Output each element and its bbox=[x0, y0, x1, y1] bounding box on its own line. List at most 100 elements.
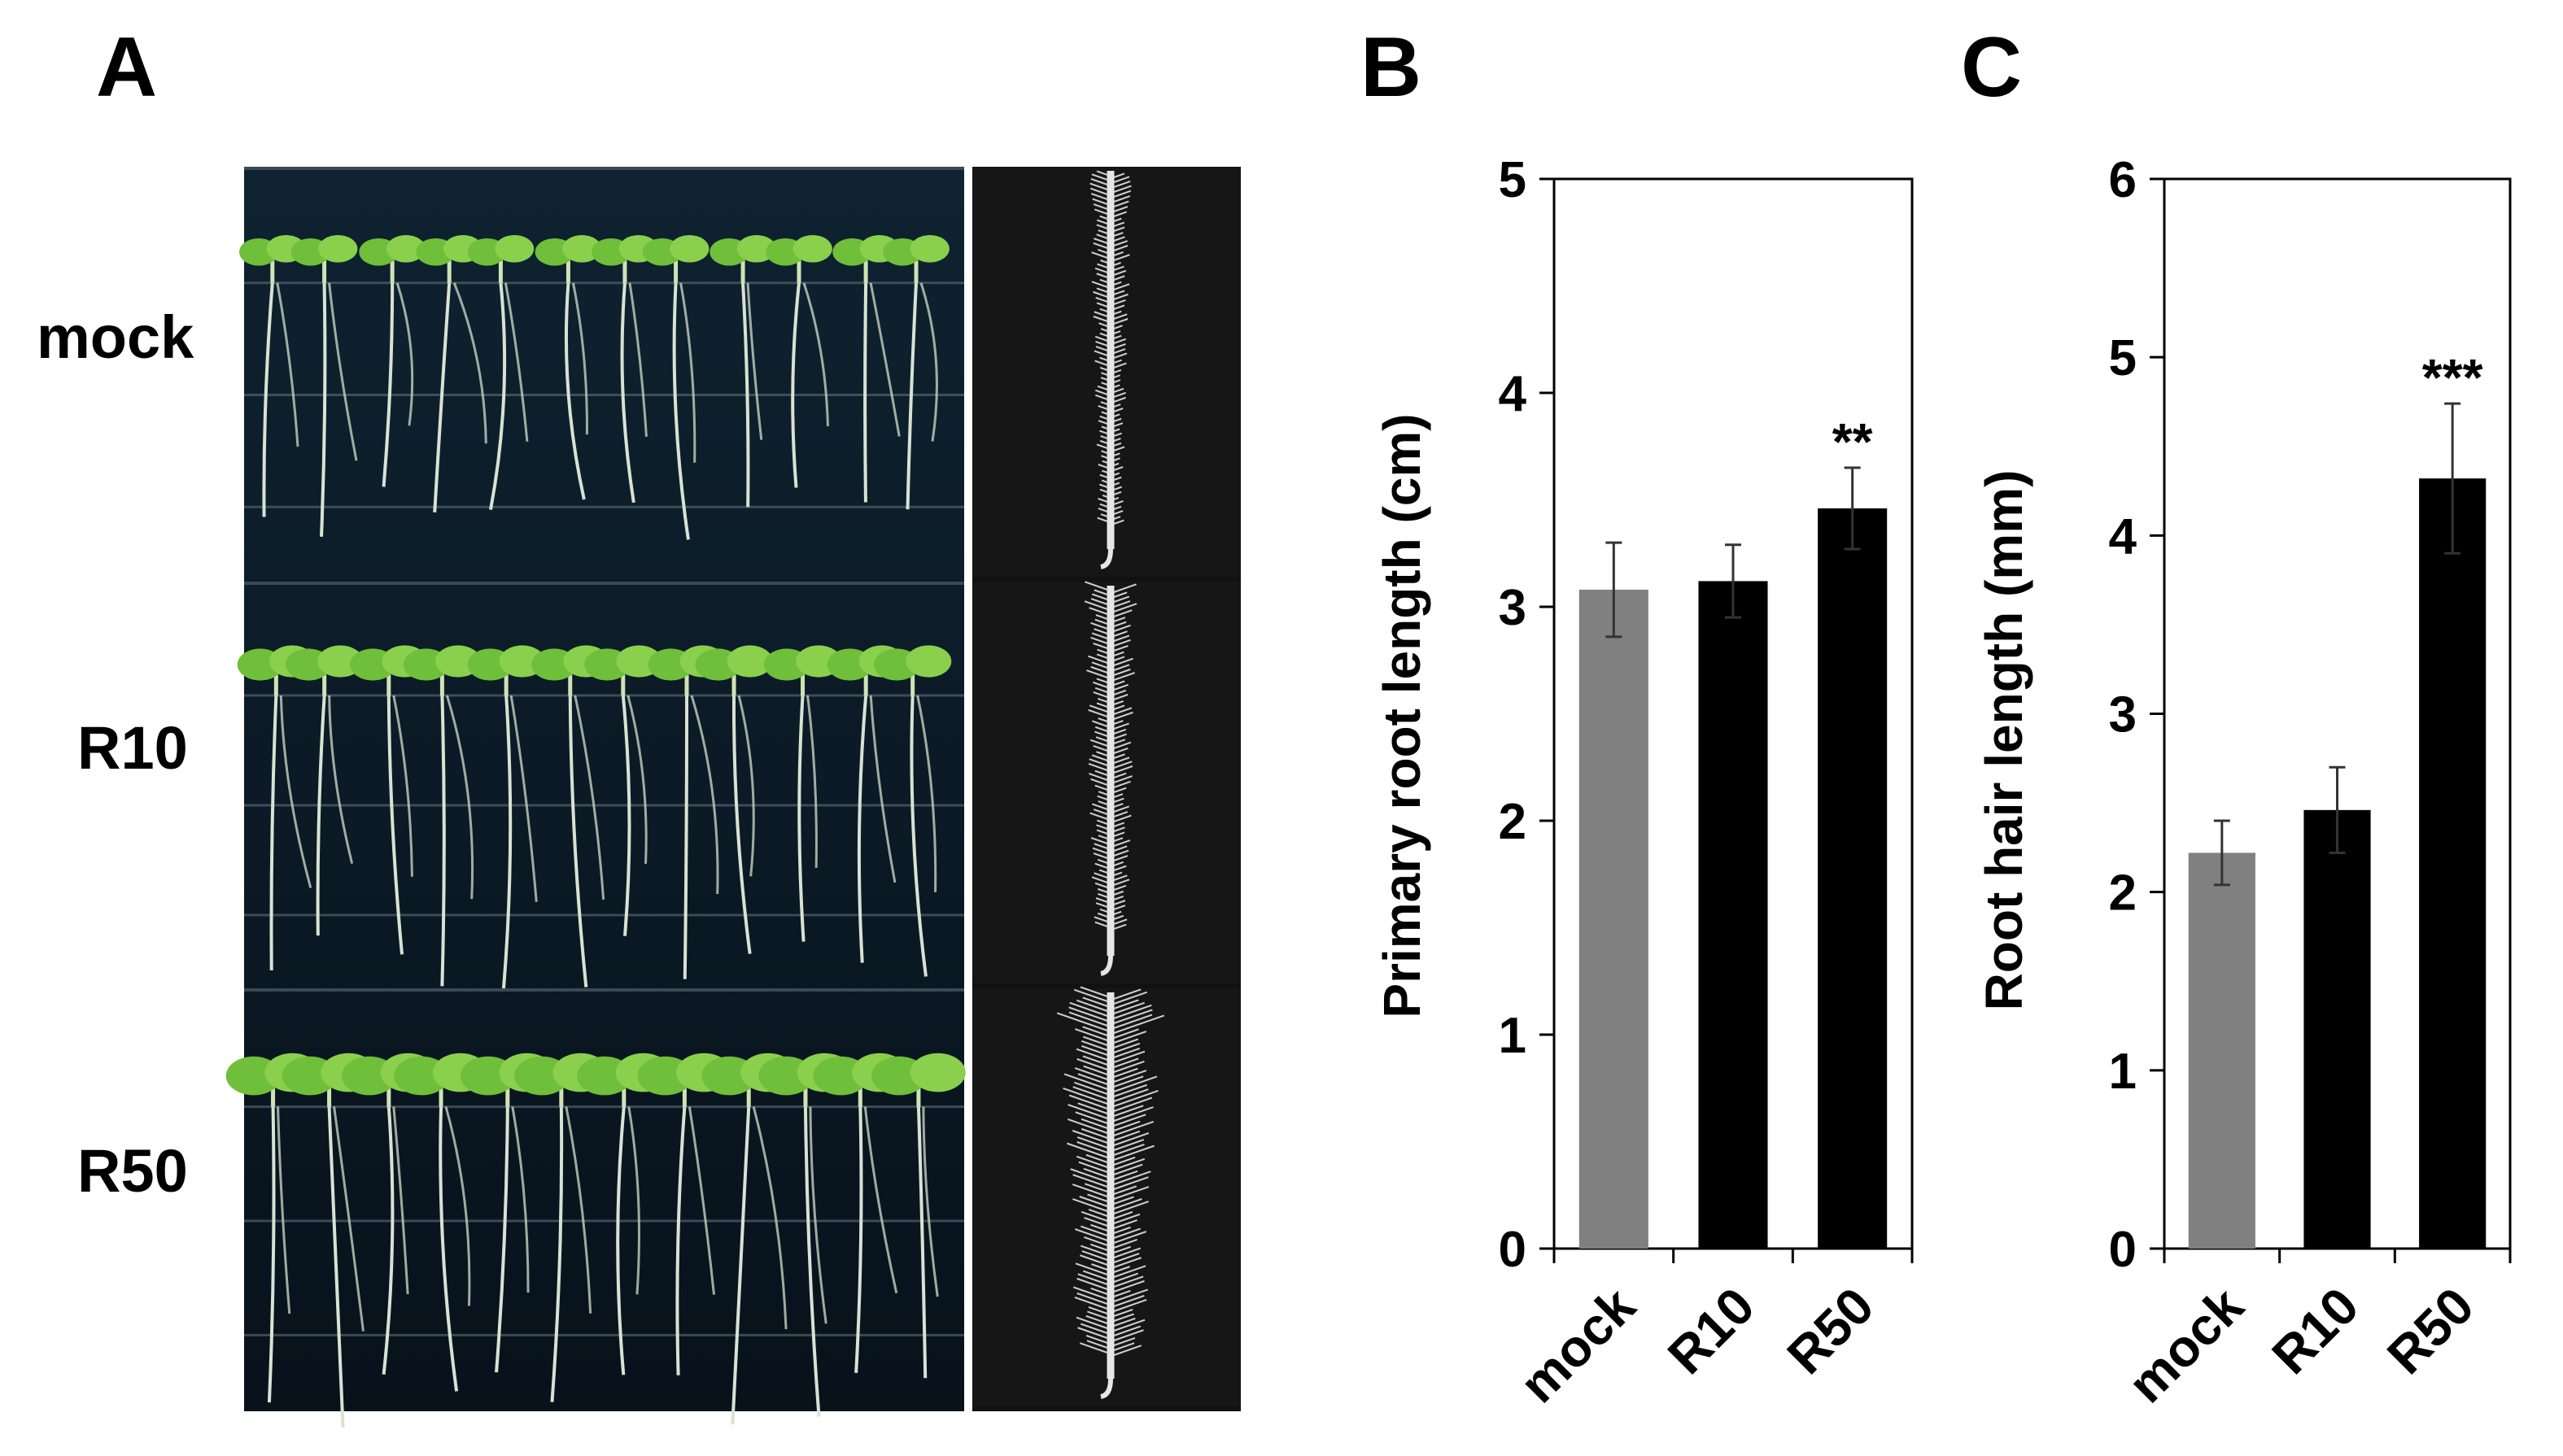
closeup-root-tip bbox=[1100, 548, 1113, 569]
seedling-root bbox=[262, 282, 299, 517]
chart-b-error-bar-r50 bbox=[1844, 466, 1861, 551]
seedling-root bbox=[495, 1106, 530, 1373]
chart-c-y-tick-label: 3 bbox=[2109, 687, 2137, 743]
seedling-root bbox=[616, 1106, 640, 1375]
chart-c-y-axis-label: Root hair length (mm) bbox=[1975, 470, 2033, 1011]
root-hairs bbox=[1089, 170, 1132, 525]
chart-b-error-bar-r10 bbox=[1725, 543, 1741, 619]
root-closeup-photos bbox=[972, 167, 1241, 1411]
seedling-root bbox=[382, 282, 414, 487]
seedling-root bbox=[386, 695, 413, 955]
plate-row-r50 bbox=[225, 988, 966, 1428]
chart-c-y-tick-label: 1 bbox=[2109, 1044, 2137, 1100]
seedling-leaf bbox=[318, 235, 358, 263]
row-label-mock: mock bbox=[37, 303, 194, 371]
seedling-leaf bbox=[792, 235, 832, 263]
root-closeup-mock bbox=[972, 167, 1241, 577]
chart-c-y-tick-label: 6 bbox=[2109, 152, 2137, 208]
root-hairs bbox=[1084, 581, 1137, 930]
chart-b-x-label-mock: mock bbox=[1509, 1276, 1646, 1414]
closeup-root-tip bbox=[1100, 955, 1113, 976]
plate-divider bbox=[244, 988, 964, 992]
chart-b-significance-r50: ** bbox=[1832, 412, 1873, 471]
seedling-root bbox=[672, 282, 696, 540]
seedling-root bbox=[620, 282, 648, 503]
plate-background bbox=[244, 167, 964, 1411]
seedling-root bbox=[621, 695, 648, 936]
closeup-frame bbox=[972, 582, 1241, 983]
seedling-leaf bbox=[495, 235, 535, 263]
seedling-root bbox=[797, 695, 818, 942]
chart-c-error-bar-mock bbox=[2213, 819, 2230, 887]
chart-c: 0 1 2 3 4 5 6 mock R10 *** R50 bbox=[2109, 152, 2512, 1414]
seedling-root bbox=[267, 1106, 291, 1403]
chart-c-significance-r50: *** bbox=[2422, 348, 2483, 407]
seedling-root bbox=[910, 695, 937, 977]
chart-b-bar-r10 bbox=[1698, 581, 1768, 1249]
closeup-frame bbox=[972, 988, 1241, 1406]
chart-b-y-tick-label: 3 bbox=[1499, 580, 1526, 636]
panel-label-c: C bbox=[1961, 20, 2022, 115]
seedling-plate-photos bbox=[225, 167, 966, 1428]
seedling-root bbox=[916, 1106, 939, 1379]
chart-b-y-axis-label: Primary root length (cm) bbox=[1373, 413, 1431, 1018]
seedling-root bbox=[564, 282, 588, 500]
chart-c-y-tick-label: 5 bbox=[2109, 330, 2137, 386]
seedling-root bbox=[382, 1106, 409, 1375]
seedling-root bbox=[550, 1106, 592, 1402]
seedling-root bbox=[741, 282, 763, 508]
panel-label-a: A bbox=[96, 20, 157, 115]
chart-c-error-bar-r10 bbox=[2329, 765, 2346, 854]
chart-b-bar-mock bbox=[1578, 589, 1648, 1249]
seedling-root bbox=[439, 1106, 471, 1392]
seedling-leaf bbox=[906, 645, 952, 678]
plate-row-r10 bbox=[237, 582, 964, 991]
chart-b-error-bar-mock bbox=[1605, 541, 1622, 639]
seedling-leaf bbox=[910, 1053, 966, 1092]
plate-divider bbox=[244, 167, 964, 170]
row-label-r50: R50 bbox=[77, 1137, 188, 1205]
seedling-root bbox=[731, 1106, 788, 1425]
seedling-root bbox=[320, 282, 358, 537]
plate-divider bbox=[244, 582, 964, 585]
chart-b-y-tick-label: 0 bbox=[1499, 1222, 1526, 1278]
seedling-root bbox=[857, 695, 897, 963]
seedling-root bbox=[791, 282, 829, 488]
root-closeup-r50 bbox=[972, 986, 1241, 1406]
chart-b-x-label-r50: R50 bbox=[1776, 1276, 1885, 1385]
chart-c-bar-mock bbox=[2188, 852, 2255, 1249]
closeup-root-tip bbox=[1100, 1378, 1113, 1399]
seedling-leaf bbox=[727, 645, 773, 678]
plate-row-mock bbox=[239, 167, 964, 540]
chart-c-bar-r10 bbox=[2303, 809, 2371, 1249]
seedling-root bbox=[854, 1106, 898, 1374]
row-labels: mock R10 R50 bbox=[37, 303, 194, 1205]
chart-c-y-tick-label: 2 bbox=[2109, 865, 2137, 922]
chart-c-x-label-r50: R50 bbox=[2376, 1276, 2485, 1385]
seedling-leaf bbox=[670, 235, 710, 263]
panel-label-b: B bbox=[1360, 20, 1421, 115]
panel-b: B Primary root length (cm) 0 1 2 3 4 5 mock R10… bbox=[1360, 20, 1914, 1414]
seedling-root bbox=[433, 282, 487, 512]
chart-c-x-label-mock: mock bbox=[2117, 1276, 2255, 1414]
chart-b-y-tick-label: 2 bbox=[1499, 794, 1526, 850]
seedling-root bbox=[863, 282, 901, 503]
seedling-root bbox=[316, 695, 354, 936]
seedling-root bbox=[501, 695, 538, 991]
root-closeup-r10 bbox=[972, 581, 1241, 983]
seedling-root bbox=[327, 1106, 365, 1428]
seedling-root bbox=[803, 1106, 827, 1417]
chart-c-y-tick-label: 0 bbox=[2109, 1222, 2137, 1278]
chart-c-y-tick-label: 4 bbox=[2109, 508, 2137, 565]
chart-c-bar-r50 bbox=[2419, 478, 2487, 1249]
seedling-leaf bbox=[910, 235, 950, 263]
root-hairs bbox=[1056, 986, 1165, 1356]
chart-b-bar-r50 bbox=[1818, 508, 1888, 1249]
row-label-r10: R10 bbox=[77, 714, 188, 782]
panel-c: C Root hair length (mm) 0 1 2 3 4 5 6 mock R10 **… bbox=[1961, 20, 2512, 1414]
seedling-leaf bbox=[736, 235, 776, 263]
seedling-leaf bbox=[386, 235, 426, 263]
seedling-leaf bbox=[562, 235, 602, 263]
seedling-root bbox=[269, 695, 312, 970]
